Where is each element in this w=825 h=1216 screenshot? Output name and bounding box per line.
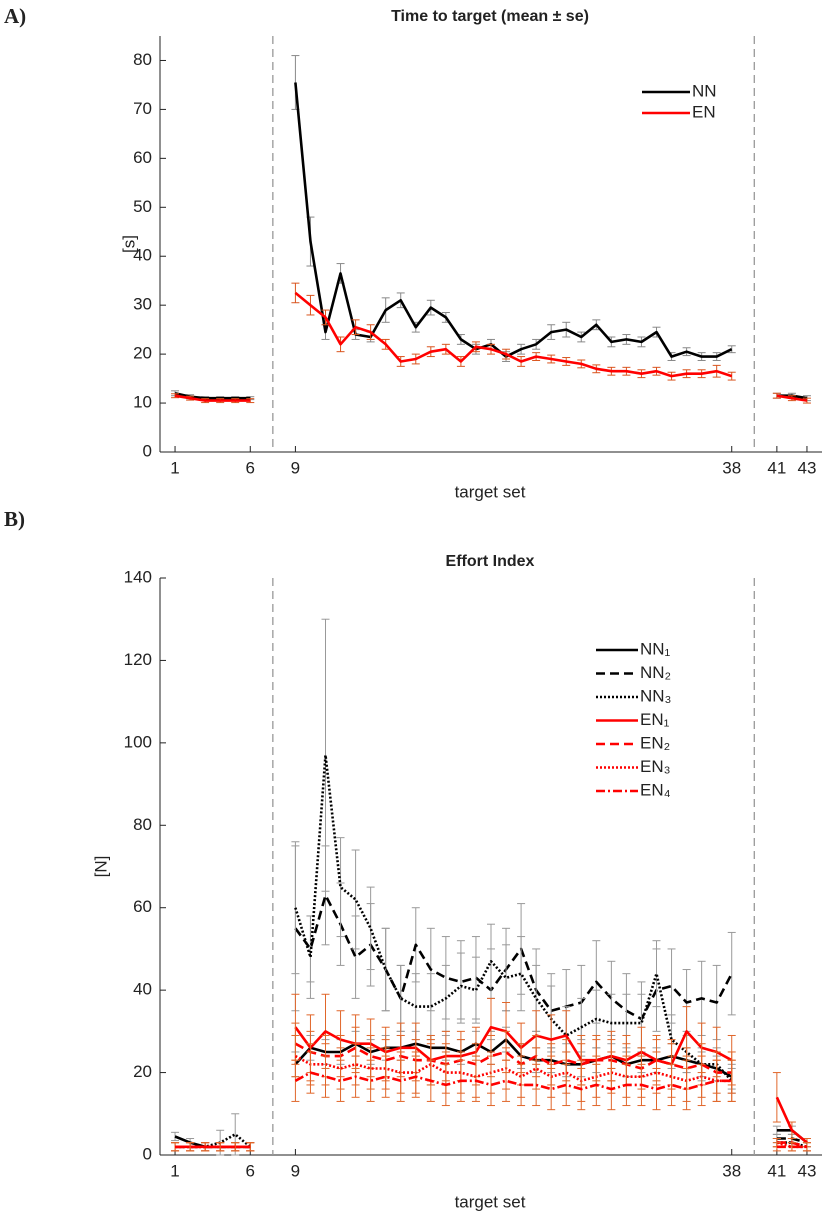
x-tick-label: 9 — [291, 1161, 300, 1180]
legend-label: EN₄ — [640, 780, 671, 799]
error-bar — [216, 1142, 225, 1152]
y-tick-label: 140 — [124, 567, 152, 586]
legend-label: EN — [692, 102, 716, 121]
error-bar — [562, 1063, 571, 1107]
x-tick-label: 6 — [246, 1161, 255, 1180]
y-tick-label: 40 — [133, 246, 152, 265]
error-bar — [667, 1063, 676, 1107]
error-bar — [336, 1059, 345, 1102]
error-bar — [532, 1063, 541, 1107]
legend-label: NN₂ — [640, 663, 671, 682]
error-bar — [321, 618, 330, 892]
error-bar — [366, 1059, 375, 1102]
x-tick-label: 41 — [767, 1161, 786, 1180]
error-bar — [381, 927, 390, 1012]
error-bar — [186, 1142, 195, 1152]
error-bar — [727, 345, 736, 354]
error-bar — [502, 1059, 511, 1102]
legend-label: EN₃ — [640, 757, 671, 776]
y-tick-label: 0 — [143, 441, 152, 460]
error-bar — [727, 931, 736, 1016]
error-bar — [351, 849, 360, 950]
y-tick-label: 60 — [133, 148, 152, 167]
error-bar — [772, 392, 781, 399]
series-line — [174, 291, 808, 402]
error-bar — [682, 1067, 691, 1111]
error-bar — [772, 1142, 781, 1152]
x-tick-label: 1 — [170, 1161, 179, 1180]
error-bar — [487, 1063, 495, 1107]
legend-label: EN₂ — [640, 733, 670, 752]
x-tick-label: 6 — [246, 458, 255, 477]
y-tick-label: 60 — [133, 897, 152, 916]
y-tick-label: 80 — [133, 50, 152, 69]
x-tick-label: 38 — [722, 1161, 741, 1180]
error-bar — [366, 886, 375, 971]
x-axis-label: target set — [455, 482, 526, 501]
y-tick-label: 20 — [133, 344, 152, 363]
y-tick-label: 40 — [133, 980, 152, 999]
x-tick-label: 38 — [722, 458, 741, 477]
y-axis-label: [N] — [91, 856, 110, 878]
chart-title: Time to target (mean ± se) — [391, 8, 589, 25]
y-tick-label: 120 — [124, 650, 152, 669]
x-tick-label: 43 — [797, 458, 816, 477]
y-tick-label: 10 — [133, 393, 152, 412]
error-bar — [712, 1059, 721, 1102]
error-bar — [727, 371, 736, 381]
y-tick-label: 80 — [133, 815, 152, 834]
panel-label: B) — [4, 507, 25, 531]
x-tick-label: 41 — [767, 458, 786, 477]
legend-label: NN₃ — [640, 686, 671, 705]
error-bar — [471, 956, 480, 1024]
error-bar — [321, 1055, 330, 1098]
y-tick-label: 20 — [133, 1062, 152, 1081]
legend-label: EN₁ — [640, 710, 670, 729]
y-tick-label: 50 — [133, 197, 152, 216]
legend-label: NN — [692, 81, 717, 100]
x-axis-label: target set — [455, 1192, 526, 1211]
error-bar — [381, 1055, 390, 1098]
error-bar — [547, 1067, 556, 1111]
y-axis-label: [s] — [119, 235, 138, 253]
panel-label: A) — [4, 4, 26, 28]
y-tick-label: 70 — [133, 99, 152, 118]
x-tick-label: 9 — [291, 458, 300, 477]
x-tick-label: 1 — [170, 458, 179, 477]
error-bar — [396, 964, 405, 1032]
y-tick-label: 30 — [133, 295, 152, 314]
error-bar — [772, 1072, 781, 1123]
error-bar — [727, 1059, 736, 1102]
x-tick-label: 43 — [797, 1161, 816, 1180]
legend-label: NN₁ — [640, 639, 671, 658]
error-bar — [787, 1142, 796, 1152]
error-bar — [336, 837, 345, 938]
error-bar — [231, 1142, 240, 1152]
error-bar — [652, 940, 661, 1008]
chart-title: Effort Index — [446, 553, 535, 570]
y-tick-label: 100 — [124, 732, 152, 751]
series-line — [175, 1071, 807, 1149]
y-tick-label: 0 — [143, 1144, 152, 1163]
error-bar — [517, 936, 526, 1012]
